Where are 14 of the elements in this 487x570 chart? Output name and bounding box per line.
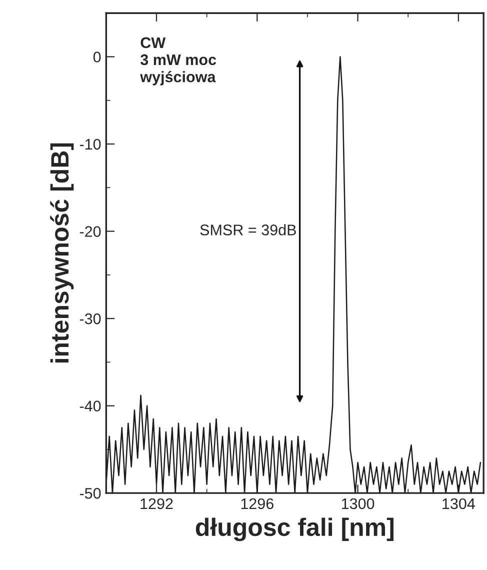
x-axis-title: długosc fali [nm] — [196, 518, 394, 542]
y-tick-label: -30 — [80, 313, 101, 324]
y-tick-label: 0 — [93, 52, 101, 62]
y-tick-label: -10 — [80, 138, 101, 150]
annotation: CW 3 mW moc wyjściowa — [140, 37, 216, 86]
annotation: SMSR = 39dB — [200, 224, 296, 236]
y-axis-title: intensywność [dB] — [50, 143, 74, 362]
x-tick-label: 1300 — [342, 498, 374, 510]
y-tick-label: -40 — [80, 400, 101, 412]
x-tick-label: 1296 — [241, 498, 274, 510]
x-tick-label: 1292 — [140, 498, 173, 510]
y-tick-label: -20 — [80, 226, 101, 237]
y-tick-label: -50 — [80, 488, 101, 499]
x-tick-label: 1304 — [442, 498, 475, 510]
